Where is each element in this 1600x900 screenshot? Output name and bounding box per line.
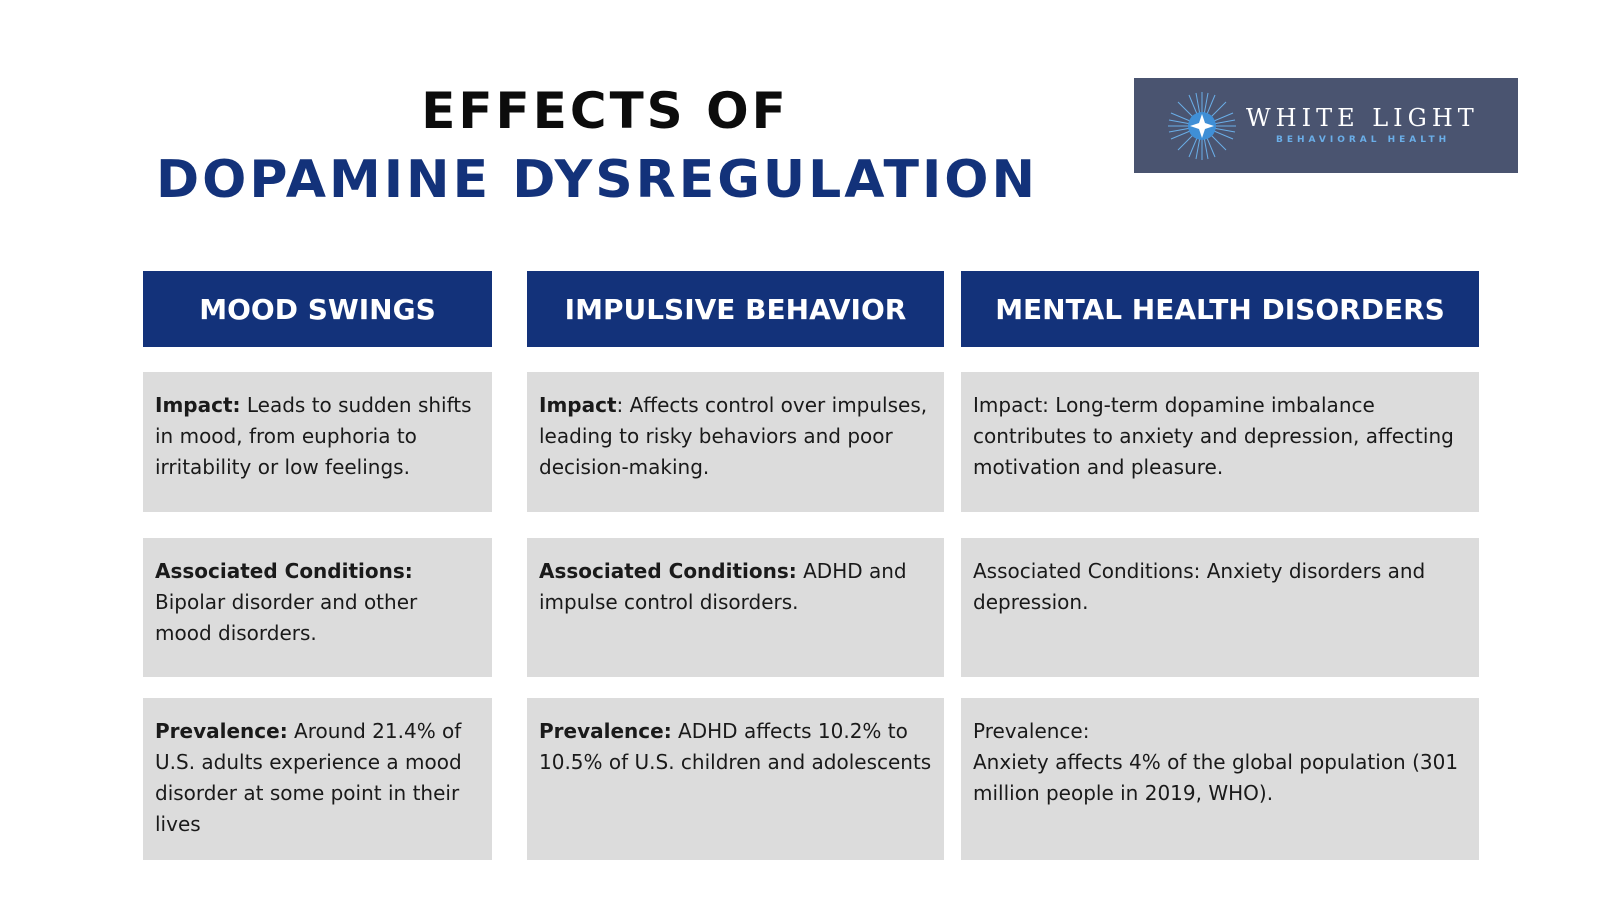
cell-text: ADHD and impulse control disorders. bbox=[539, 559, 907, 614]
cell: Impact: Long-term dopamine imbalance con… bbox=[961, 372, 1479, 512]
column-heading: MENTAL HEALTH DISORDERS bbox=[961, 271, 1479, 347]
cell-text: Anxiety disorders and depression. bbox=[973, 559, 1426, 614]
cell: Associated Conditions: Anxiety disorders… bbox=[961, 538, 1479, 677]
title-line2: DOPAMINE DYSREGULATION bbox=[156, 150, 1039, 210]
column-heading: IMPULSIVE BEHAVIOR bbox=[527, 271, 944, 347]
cell-label: Impact: bbox=[155, 393, 241, 417]
cell: Impact: Affects control over impulses, l… bbox=[527, 372, 944, 512]
cell-label: Prevalence: bbox=[973, 719, 1090, 743]
cell-label: Prevalence: bbox=[539, 719, 672, 743]
cell-text: Around 21.4% of U.S. adults experience a… bbox=[155, 719, 462, 836]
cell-label: Associated Conditions: bbox=[973, 559, 1201, 583]
title-line1: EFFECTS OF bbox=[421, 82, 789, 140]
cell-text: Leads to sudden shifts in mood, from eup… bbox=[155, 393, 472, 479]
logo-subtitle: BEHAVIORAL HEALTH bbox=[1276, 135, 1451, 145]
cell: Impact: Leads to sudden shifts in mood, … bbox=[143, 372, 492, 512]
cell-text: ADHD affects 10.2% to 10.5% of U.S. chil… bbox=[539, 719, 932, 774]
cell: Prevalence: ADHD affects 10.2% to 10.5% … bbox=[527, 698, 944, 860]
cell: Prevalence: Around 21.4% of U.S. adults … bbox=[143, 698, 492, 860]
cell-label: Prevalence: bbox=[155, 719, 288, 743]
cell: Associated Conditions: ADHD and impulse … bbox=[527, 538, 944, 677]
cell: Prevalence: Anxiety affects 4% of the glo… bbox=[961, 698, 1479, 860]
cell-text: Anxiety affects 4% of the global populat… bbox=[973, 750, 1459, 805]
logo: WHITE LIGHT BEHAVIORAL HEALTH bbox=[1134, 78, 1518, 173]
logo-name: WHITE LIGHT bbox=[1246, 104, 1479, 132]
cell-label: Associated Conditions: bbox=[155, 559, 413, 583]
cell-label: Impact bbox=[539, 393, 617, 417]
cell-label: Associated Conditions: bbox=[539, 559, 797, 583]
column-heading: MOOD SWINGS bbox=[143, 271, 492, 347]
logo-star bbox=[1168, 92, 1236, 160]
cell-label: Impact: bbox=[973, 393, 1049, 417]
cell-text: Long-term dopamine imbalance contributes… bbox=[973, 393, 1454, 479]
cell-text: Bipolar disorder and other mood disorder… bbox=[155, 590, 418, 645]
cell-text: : Affects control over impulses, leading… bbox=[539, 393, 928, 479]
cell: Associated Conditions: Bipolar disorder … bbox=[143, 538, 492, 677]
